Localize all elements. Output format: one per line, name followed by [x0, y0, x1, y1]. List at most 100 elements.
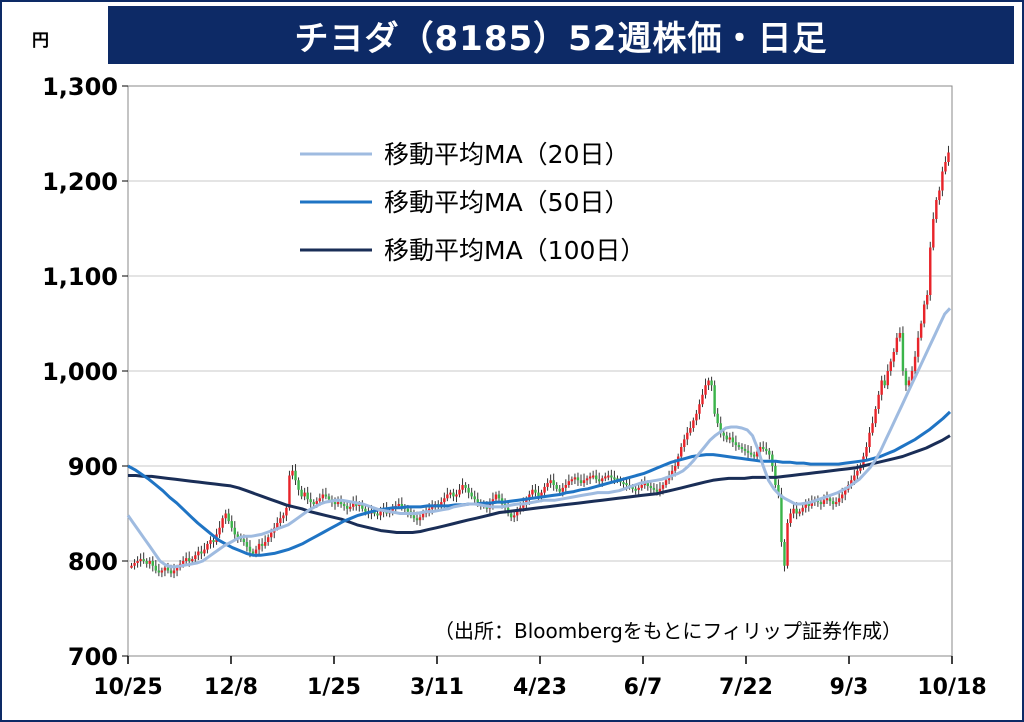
candle-body [470, 492, 473, 497]
candle-body [594, 475, 598, 480]
candle-body [379, 511, 382, 516]
candle-body [588, 476, 592, 479]
candle-body [458, 489, 461, 495]
candle-body [516, 511, 519, 516]
candle-body [655, 489, 659, 492]
candle-body [892, 352, 896, 362]
legend-label: 移動平均MA（20日） [384, 140, 629, 169]
candle-body [312, 502, 315, 505]
candle-body [151, 561, 154, 566]
y-tick-label: 1,200 [42, 168, 118, 196]
y-tick-label: 1,000 [42, 358, 118, 386]
candle-body [913, 356, 917, 371]
candle-body [810, 502, 814, 506]
candle-body [543, 486, 546, 493]
candle-body [640, 485, 643, 488]
candle-body [537, 492, 540, 497]
candle-body [467, 487, 470, 493]
candle-body [282, 515, 285, 519]
candle-body [777, 485, 780, 495]
candle-body [941, 171, 944, 191]
candle-body [840, 494, 844, 499]
candle-body [172, 570, 176, 574]
candle-body [418, 517, 422, 521]
candle-body [631, 486, 634, 489]
candle-body [680, 447, 683, 457]
candle-body [880, 380, 883, 395]
candle-body [540, 492, 543, 497]
candle-body [257, 543, 261, 550]
candle-body [898, 333, 902, 338]
candle-body [412, 515, 416, 519]
candle-body [327, 496, 331, 500]
candle-body [743, 448, 747, 451]
candle-body [558, 488, 561, 492]
candle-body [762, 447, 765, 449]
candle-body [752, 454, 756, 457]
candle-body [358, 504, 361, 506]
candle-body [245, 542, 249, 547]
candle-body [175, 567, 179, 571]
candle-body [719, 423, 722, 433]
candle-body [825, 498, 829, 501]
chart-title: チヨダ（8185）52週株価・日足 [108, 6, 1014, 64]
candle-body [546, 483, 549, 487]
candle-body [169, 570, 173, 574]
candle-body [604, 476, 607, 479]
candle-body [765, 448, 768, 451]
candle-body [263, 542, 267, 546]
candle-body [853, 475, 856, 481]
y-tick-label: 800 [68, 548, 118, 576]
y-tick-label: 900 [68, 453, 118, 481]
candle-body [300, 489, 303, 497]
candle-body [819, 502, 823, 505]
candle-body [227, 513, 230, 522]
candle-body [601, 478, 604, 482]
candle-body [303, 492, 306, 497]
y-tick-label: 700 [68, 643, 118, 671]
candle-body [646, 483, 650, 486]
candle-body [695, 413, 698, 421]
candle-body [440, 502, 443, 506]
candle-body [333, 502, 337, 505]
candle-body [212, 540, 215, 543]
candle-body [804, 504, 807, 508]
x-tick-label: 3/11 [410, 675, 464, 700]
x-tick-label: 6/7 [624, 675, 663, 700]
candle-body [856, 470, 859, 476]
candle-body [850, 480, 853, 485]
candle-body [570, 479, 574, 482]
candle-body [197, 551, 200, 556]
candle-body [203, 549, 206, 554]
candle-body [522, 504, 525, 508]
source-note: （出所：Bloombergをもとにフィリップ証券作成） [434, 619, 902, 643]
candle-body [321, 494, 325, 499]
candle-body [242, 539, 246, 542]
candle-body [734, 442, 738, 446]
candle-body [188, 558, 191, 561]
candle-body [421, 513, 425, 518]
candle-body [774, 466, 777, 485]
candle-body [364, 508, 367, 512]
candle-body [907, 380, 911, 386]
candle-body [260, 543, 264, 546]
candle-body [339, 502, 343, 505]
candle-body [844, 489, 847, 495]
candle-body [889, 361, 892, 371]
candle-body [582, 480, 586, 484]
candle-body [713, 385, 716, 414]
candle-body [233, 527, 236, 535]
candle-body [525, 499, 528, 504]
candle-body [206, 543, 209, 550]
candle-body [221, 518, 224, 528]
legend-label: 移動平均MA（50日） [384, 188, 629, 217]
candle-body [145, 561, 148, 564]
candle-body [324, 494, 328, 497]
candle-body [266, 537, 270, 542]
candle-body [686, 432, 689, 440]
candle-body [922, 304, 926, 324]
candle-body [895, 337, 899, 352]
candle-body [801, 507, 804, 512]
